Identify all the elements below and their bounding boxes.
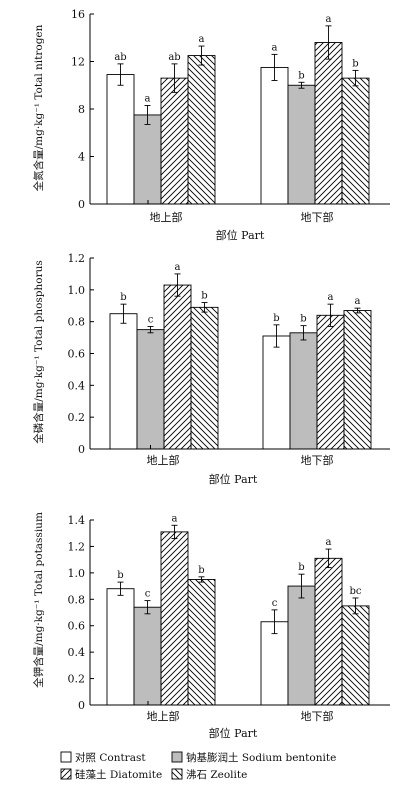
bar-contrast: [262, 335, 291, 450]
legend-swatch-bentonite: [171, 751, 183, 763]
bar-zeolite: [343, 310, 372, 450]
bar-zeolite: [341, 77, 370, 205]
category-label: 地上部: [150, 210, 183, 224]
bar-zeolite: [187, 55, 216, 205]
y-axis-label: 全氮含量/mg·kg⁻¹ Total nitrogen: [32, 24, 45, 191]
bar-diatomite: [314, 557, 343, 706]
significance-letter: b: [298, 562, 304, 573]
bar-zeolite: [341, 605, 370, 706]
category-label: 地下部: [301, 210, 334, 224]
significance-letter: c: [148, 314, 154, 325]
category-label: 地上部: [147, 453, 180, 467]
axes: 0 0.2 0.4 0.6 0.8 1.0 1.2 1.4: [68, 514, 390, 712]
y-tick-label: 0.4: [68, 379, 86, 392]
category-label: 地下部: [301, 709, 334, 723]
significance-letter: b: [298, 70, 304, 81]
legend-label: 沸石 Zeolite: [186, 768, 247, 781]
significance-letter: b: [117, 570, 123, 581]
x-axis-label: 部位 Part: [209, 726, 258, 740]
y-tick-label: 1.2: [68, 252, 86, 265]
bar-contrast: [260, 66, 289, 205]
legend-swatch-zeolite: [171, 768, 183, 780]
y-axis-label: 全钾含量/mg·kg⁻¹ Total potassium: [32, 512, 45, 688]
y-tick-label: 0.4: [68, 646, 86, 659]
significance-letter: bc: [349, 586, 361, 597]
significance-letter: a: [199, 34, 205, 45]
bar-zeolite: [190, 306, 219, 450]
y-tick-label: 0: [78, 699, 85, 712]
significance-letter: b: [198, 565, 204, 576]
significance-letter: a: [328, 292, 334, 303]
y-tick-label: 12: [71, 56, 85, 69]
significance-letter: b: [201, 291, 207, 302]
legend-swatch-contrast: [60, 751, 72, 763]
category-label: 地下部: [301, 453, 334, 467]
y-tick-label: 0.6: [68, 620, 86, 633]
significance-letter: ab: [114, 52, 126, 63]
y-tick-label: 4: [78, 151, 85, 164]
significance-letter: a: [175, 262, 181, 273]
significance-letter: a: [272, 42, 278, 53]
significance-letter: b: [352, 58, 358, 69]
legend-label: 硅藻土 Diatomite: [75, 768, 162, 781]
significance-letter: b: [300, 314, 306, 325]
y-tick-label: 16: [71, 8, 85, 21]
significance-letter: a: [172, 513, 178, 524]
bar-diatomite: [163, 284, 192, 450]
y-axis-label: 全磷含量/mg·kg⁻¹ Total phosphorus: [32, 260, 45, 444]
bar-zeolite: [187, 579, 216, 706]
bar-diatomite: [160, 77, 189, 205]
legend-label: 钠基膨润土 Sodium bentonite: [186, 751, 336, 764]
axes: 0 0.2 0.4 0.6 0.8 1.0 1.2: [68, 252, 390, 456]
legend-label: 对照 Contrast: [75, 751, 146, 764]
bar-diatomite: [160, 531, 189, 706]
bar-bentonite: [136, 329, 165, 450]
significance-letter: a: [326, 537, 332, 548]
y-tick-label: 1.4: [68, 514, 86, 527]
panel-total-phosphorus: b b c b a a b a 0 0.2 0.4 0.6 0.8 1.0 1.2 地上部 地下部 部位 …: [32, 252, 390, 486]
bar-bentonite: [133, 606, 162, 706]
y-tick-label: 0.8: [68, 316, 86, 329]
x-axis-label: 部位 Part: [209, 472, 258, 486]
x-axis-label: 部位 Part: [216, 228, 265, 242]
significance-letter: b: [273, 313, 279, 324]
significance-letter: a: [355, 296, 361, 307]
axes: 0 4 8 12 16: [71, 8, 390, 211]
bar-bentonite: [289, 332, 318, 450]
y-tick-label: 0.8: [68, 593, 86, 606]
bar-contrast: [109, 313, 138, 450]
y-tick-label: 1.0: [68, 284, 86, 297]
y-tick-label: 0: [78, 198, 85, 211]
bar-bentonite: [287, 84, 316, 205]
significance-letter: a: [145, 93, 151, 104]
y-tick-label: 0.2: [68, 673, 86, 686]
significance-letter: c: [272, 598, 278, 609]
y-tick-label: 8: [78, 103, 85, 116]
bar-diatomite: [316, 314, 345, 450]
y-tick-label: 1.2: [68, 540, 86, 553]
significance-letter: b: [120, 292, 126, 303]
y-tick-label: 0: [78, 443, 85, 456]
y-tick-label: 0.2: [68, 411, 86, 424]
bar-contrast: [106, 588, 135, 706]
bar-contrast: [260, 621, 289, 706]
category-label: 地上部: [147, 709, 180, 723]
significance-letter: a: [326, 14, 332, 25]
bars: b b c b a a b a: [109, 262, 372, 450]
legend: 对照 Contrast 钠基膨润土 Sodium bentonite 硅藻土 D…: [60, 751, 336, 781]
significance-letter: c: [145, 589, 151, 600]
significance-letter: ab: [168, 52, 180, 63]
legend-swatch-diatomite: [60, 768, 72, 780]
bar-contrast: [106, 74, 135, 205]
y-tick-label: 1.0: [68, 567, 86, 580]
y-tick-label: 0.6: [68, 348, 86, 361]
bar-bentonite: [133, 114, 162, 205]
bar-bentonite: [287, 585, 316, 706]
bar-diatomite: [314, 42, 343, 205]
